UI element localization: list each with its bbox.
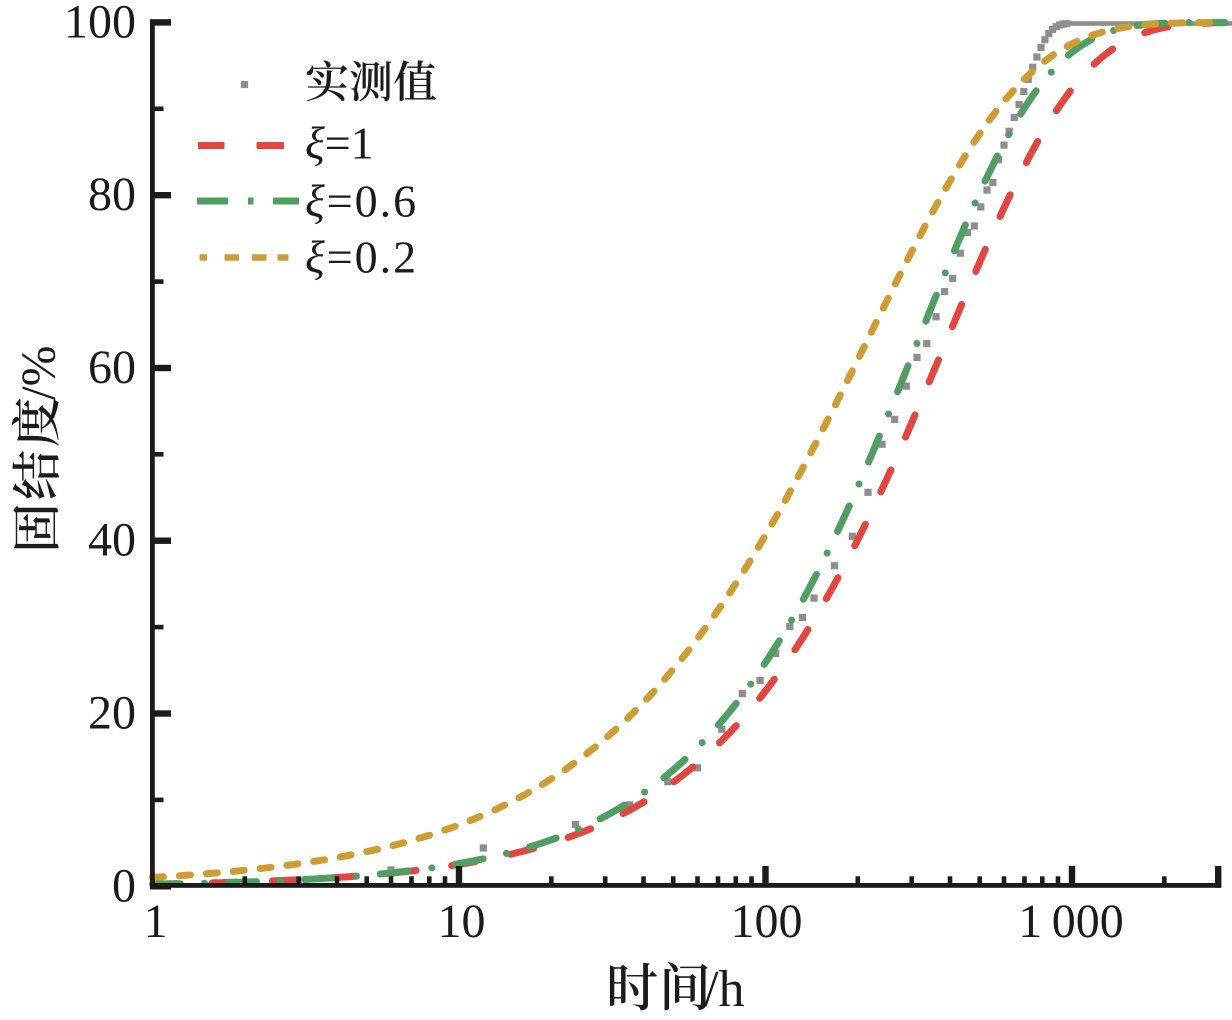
svg-text:80: 80 xyxy=(88,168,136,221)
svg-text:1: 1 xyxy=(144,895,168,948)
svg-text:ξ=0.2: ξ=0.2 xyxy=(305,232,418,283)
svg-text:ξ=1: ξ=1 xyxy=(305,118,374,169)
svg-text:/%: /% xyxy=(11,346,66,400)
svg-text:/h: /h xyxy=(704,961,744,1018)
svg-text:20: 20 xyxy=(88,687,136,740)
svg-text:1 000: 1 000 xyxy=(1018,895,1124,948)
svg-text:100: 100 xyxy=(64,0,136,48)
svg-text:60: 60 xyxy=(88,341,136,394)
svg-text:ξ=0.6: ξ=0.6 xyxy=(305,176,418,227)
svg-text:10: 10 xyxy=(438,895,486,948)
svg-text:40: 40 xyxy=(88,514,136,567)
svg-text:100: 100 xyxy=(731,895,803,948)
svg-text:0: 0 xyxy=(112,859,136,912)
